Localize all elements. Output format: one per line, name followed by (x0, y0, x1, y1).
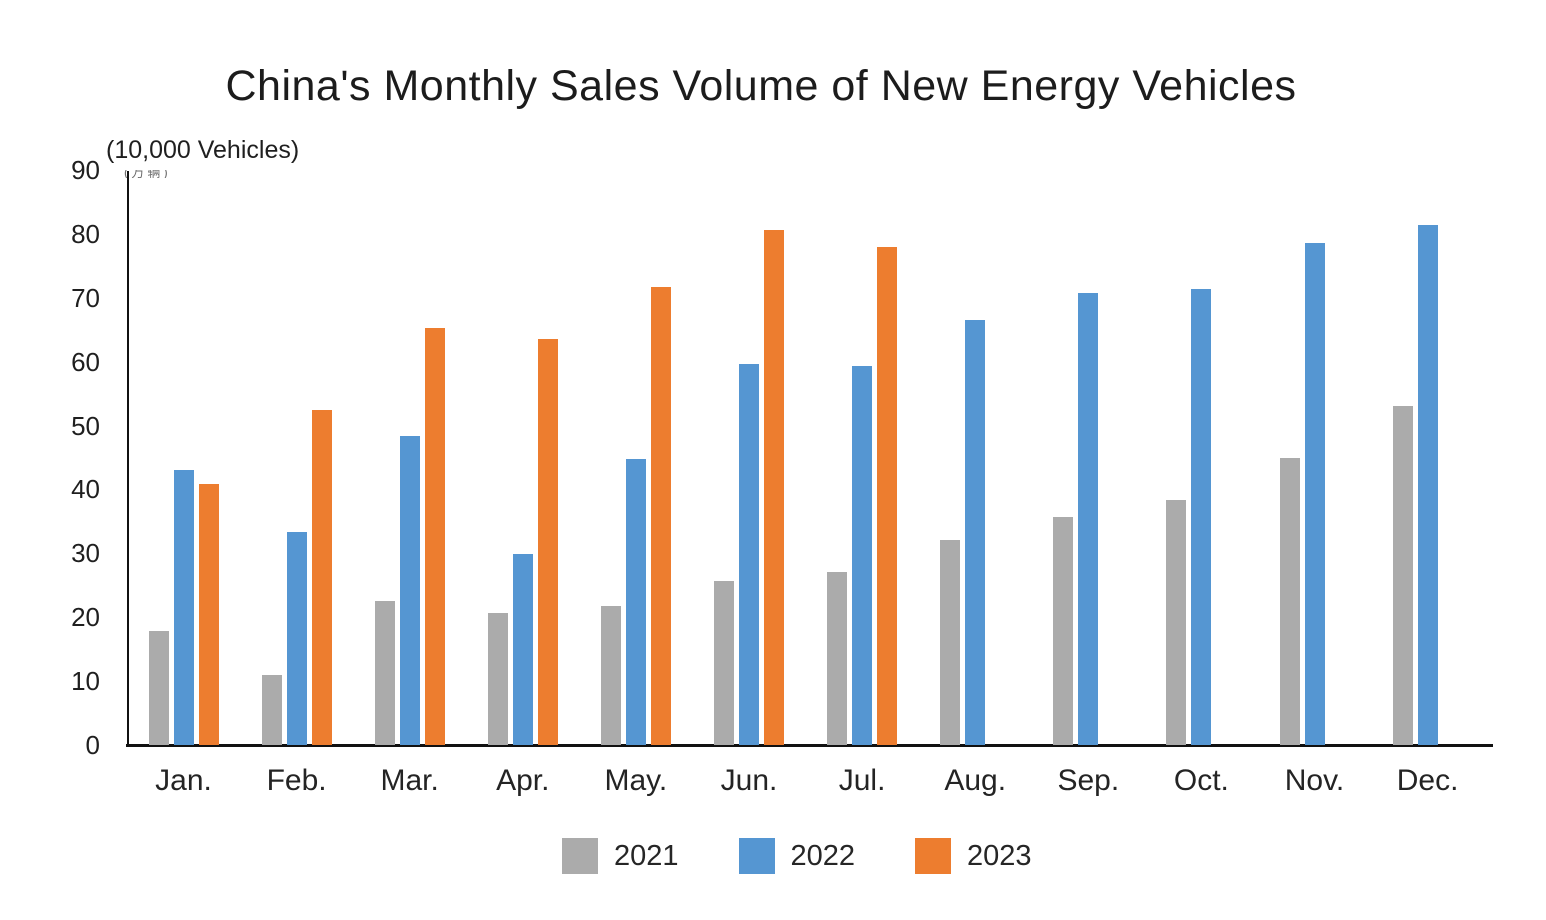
legend-label-2023: 2023 (967, 840, 1032, 872)
x-tick-label-apr: Apr. (496, 764, 550, 797)
bar-2021-dec (1392, 405, 1413, 745)
legend-item-2021: 2021 (562, 838, 679, 874)
bar-2022-aug (965, 319, 986, 745)
bar-2023-jan (198, 484, 219, 745)
y-tick-label-20: 20 (71, 602, 100, 633)
y-axis-unit-label: (10,000 Vehicles) (106, 136, 300, 164)
legend-swatch-2021 (562, 838, 598, 874)
x-tick-label-sep: Sep. (1057, 764, 1120, 797)
bar-2021-mar (374, 600, 395, 745)
legend-label-2022: 2022 (790, 840, 856, 872)
bar-2021-jul (827, 571, 848, 745)
y-axis-unit-artifact: (万辆) (124, 170, 200, 178)
x-tick-label-dec: Dec. (1396, 764, 1459, 797)
x-tick-label-feb: Feb. (266, 764, 327, 797)
legend-swatch-2023 (915, 838, 952, 874)
x-tick-label-oct: Oct. (1173, 764, 1229, 797)
y-tick-label-30: 30 (71, 538, 100, 569)
bar-2022-jun (739, 364, 759, 745)
legend-swatch-2022 (738, 838, 775, 874)
y-tick-label-50: 50 (71, 410, 100, 441)
x-tick-label-mar: Mar. (380, 764, 439, 797)
bar-2022-may (625, 459, 646, 745)
bar-2021-nov (1279, 457, 1300, 745)
bar-2021-oct (1166, 500, 1187, 745)
bar-2023-may (650, 286, 671, 745)
legend: 2021 2022 2023 (562, 838, 1032, 874)
legend-item-2023: 2023 (915, 838, 1032, 874)
bar-2022-sep (1078, 292, 1099, 745)
y-tick-label-70: 70 (71, 282, 100, 313)
y-axis-unit-artifact-text: (万辆) (124, 170, 171, 178)
bar-2021-apr (487, 613, 508, 745)
y-tick-label-80: 80 (71, 218, 100, 249)
legend-item-2022: 2022 (738, 838, 856, 874)
x-tick-label-jul: Jul. (838, 764, 886, 797)
bar-2021-jun (714, 581, 734, 745)
y-axis-line (127, 171, 129, 745)
bar-2022-jan (173, 469, 194, 745)
y-tick-label-90: 90 (71, 155, 100, 185)
bar-2023-jun (764, 230, 784, 745)
bar-2022-nov (1304, 242, 1325, 745)
x-tick-label-may: May. (604, 764, 668, 797)
x-tick-label-aug: Aug. (944, 764, 1007, 797)
x-tick-label-jun: Jun. (720, 764, 778, 797)
bar-2021-may (600, 606, 621, 745)
bar-2021-aug (940, 539, 961, 745)
bar-2023-mar (424, 327, 445, 745)
x-axis-line (126, 744, 1493, 747)
y-tick-label-60: 60 (71, 346, 100, 377)
bar-2022-oct (1191, 288, 1212, 745)
bar-2021-feb (261, 674, 282, 745)
bar-2022-apr (512, 553, 533, 745)
y-tick-label-40: 40 (71, 474, 100, 505)
legend-label-2021: 2021 (614, 840, 679, 872)
x-tick-label-jan: Jan. (155, 764, 212, 797)
chart-title: China's Monthly Sales Volume of New Ener… (225, 62, 1297, 110)
bar-2021-jan (148, 630, 169, 745)
bar-2022-jul (852, 366, 873, 745)
bar-2022-feb (286, 531, 307, 745)
bar-2023-jul (877, 246, 898, 745)
bar-2023-apr (537, 338, 558, 745)
bar-2023-feb (311, 409, 332, 745)
bar-2021-sep (1053, 516, 1074, 745)
bar-2022-mar (399, 435, 420, 745)
bar-2022-dec (1417, 224, 1438, 745)
x-tick-label-nov: Nov. (1284, 764, 1345, 797)
y-tick-label-10: 10 (71, 666, 100, 697)
y-tick-label-0: 0 (85, 730, 100, 760)
